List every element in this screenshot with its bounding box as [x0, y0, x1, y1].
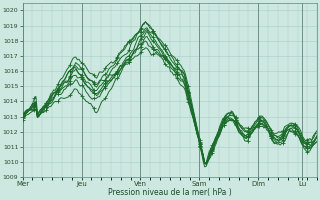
X-axis label: Pression niveau de la mer( hPa ): Pression niveau de la mer( hPa )	[108, 188, 232, 197]
